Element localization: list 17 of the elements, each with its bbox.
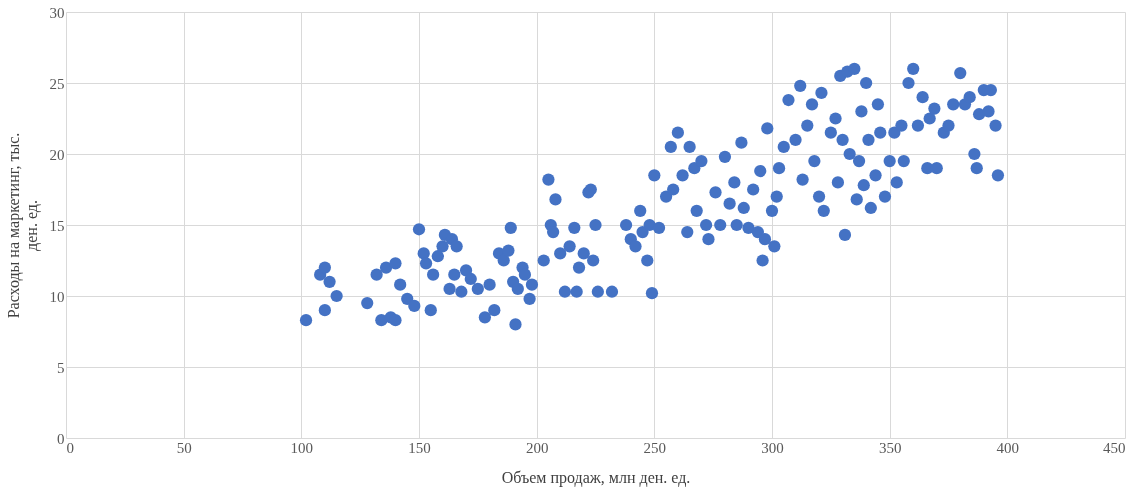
x-axis-title: Объем продаж, млн ден. ед. <box>501 468 691 487</box>
y-tick-label: 15 <box>49 217 65 234</box>
y-axis-title: Расходы на маркетинг, тыс. ден. ед. <box>4 132 41 319</box>
x-tick-label: 450 <box>1103 439 1126 456</box>
y-tick-label: 30 <box>49 4 65 21</box>
y-tick-label: 5 <box>57 359 65 376</box>
x-tick-label: 100 <box>290 439 314 456</box>
x-tick-label: 300 <box>761 439 784 456</box>
x-tick-label: 250 <box>643 439 667 456</box>
x-tick-label: 400 <box>996 439 1020 456</box>
y-tick-label: 20 <box>49 146 65 163</box>
x-tick-label: 200 <box>525 439 549 456</box>
x-tick-label: 150 <box>408 439 431 456</box>
x-tick-label: 350 <box>878 439 902 456</box>
y-tick-label: 10 <box>49 288 65 305</box>
x-tick-label: 50 <box>176 439 192 456</box>
y-tick-label: 25 <box>49 75 65 92</box>
